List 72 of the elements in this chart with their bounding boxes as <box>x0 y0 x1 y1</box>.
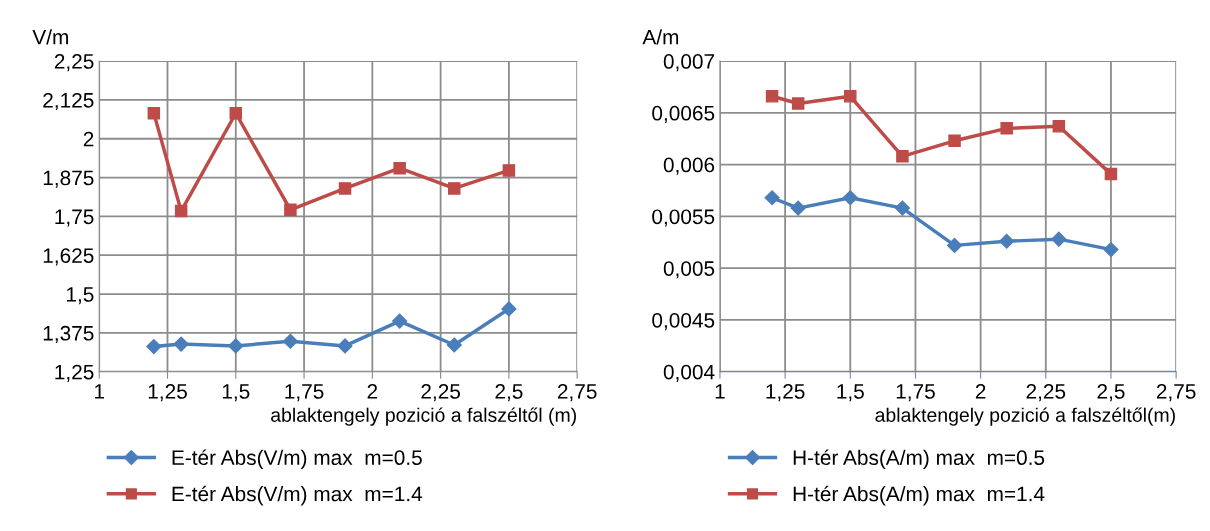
point <box>948 134 961 148</box>
x-tick-label: 2,5 <box>1097 384 1125 402</box>
y-tick-label: 0,006 <box>663 157 715 175</box>
y-tick-label: 2,25 <box>54 54 94 72</box>
legend-label: H-tér Abs(A/m) max m=0.5 <box>793 449 1045 470</box>
point <box>502 164 516 177</box>
point <box>844 90 857 103</box>
point <box>765 90 779 103</box>
point <box>764 190 780 206</box>
y-tick-label: 2,125 <box>43 92 94 111</box>
x-tick-label: 2,25 <box>1026 384 1066 402</box>
y-axis-title: A/m <box>642 29 679 45</box>
y-tick-label: 0,007 <box>663 54 715 72</box>
point <box>842 190 858 206</box>
point <box>790 200 806 216</box>
x-axis-title: ablaktengely pozició a falszéltől(m) <box>875 407 1175 426</box>
x-tick-label: 2,25 <box>421 384 461 402</box>
x-tick-label: 1,5 <box>222 384 250 402</box>
x-tick-label: 1,25 <box>766 384 805 402</box>
x-tick-label: 1,75 <box>285 384 324 402</box>
y-tick-label: 1,75 <box>55 209 94 227</box>
y-tick-label: 0,0065 <box>652 105 715 124</box>
point <box>896 150 909 163</box>
point <box>392 313 408 329</box>
y-tick-label: 0,0055 <box>652 209 715 227</box>
legend-label: E-tér Abs(V/m) max m=0.5 <box>172 449 422 470</box>
y-tick-label: 1,5 <box>66 287 94 305</box>
point <box>337 338 353 354</box>
x-tick-label: 2 <box>367 384 378 399</box>
x-axis-title: ablaktengely pozició a falszéltől (m) <box>271 407 576 426</box>
point <box>1052 120 1066 133</box>
point <box>282 333 298 349</box>
point <box>1103 241 1119 258</box>
point <box>393 161 406 175</box>
x-tick-label: 2,75 <box>557 384 597 402</box>
point <box>894 200 910 216</box>
point <box>446 337 462 353</box>
point <box>173 336 189 352</box>
y-tick-label: 0,004 <box>663 364 715 382</box>
point <box>999 233 1015 249</box>
legend-label: H-tér Abs(A/m) max m=1.4 <box>793 485 1045 506</box>
y-tick-label: 2 <box>83 131 94 147</box>
y-tick-label: 1,625 <box>43 248 94 266</box>
y-tick-label: 0,0045 <box>652 312 715 331</box>
point <box>946 237 963 253</box>
x-tick-label: 1,25 <box>148 384 187 402</box>
y-tick-label: 1,375 <box>43 325 94 344</box>
point <box>228 338 244 354</box>
point <box>229 107 243 120</box>
point <box>501 301 517 317</box>
y-tick-label: 1,875 <box>43 170 94 188</box>
point <box>1051 231 1067 247</box>
point <box>1104 167 1118 181</box>
point <box>174 204 188 218</box>
x-tick-label: 1 <box>715 384 725 399</box>
point <box>147 107 161 120</box>
point <box>338 182 352 195</box>
point <box>146 338 162 355</box>
y-tick-label: 0,005 <box>663 261 715 279</box>
point <box>1000 122 1013 135</box>
legend-label: E-tér Abs(V/m) max m=1.4 <box>172 485 423 506</box>
point <box>284 203 297 217</box>
x-tick-label: 1,75 <box>896 384 935 402</box>
x-tick-label: 1 <box>95 384 104 399</box>
point <box>791 97 805 110</box>
point <box>448 182 461 195</box>
x-tick-label: 2,5 <box>495 384 523 402</box>
x-tick-label: 1,5 <box>837 384 864 402</box>
y-tick-label: 1,25 <box>55 364 94 382</box>
x-tick-label: 2 <box>975 384 986 399</box>
x-tick-label: 2,75 <box>1156 384 1196 402</box>
y-axis-title: V/m <box>32 29 68 45</box>
